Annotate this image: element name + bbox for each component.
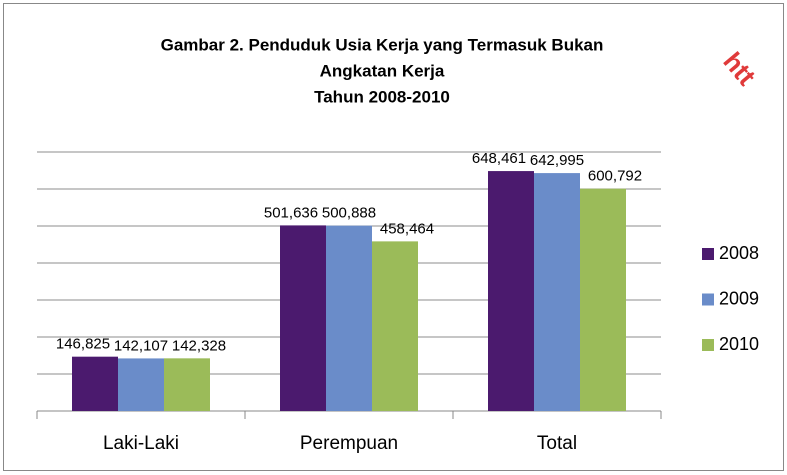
data-label: 500,888 xyxy=(322,205,376,222)
bar xyxy=(488,171,534,411)
legend-label: 2008 xyxy=(719,243,759,263)
legend-label: 2009 xyxy=(719,288,759,308)
data-label: 501,636 xyxy=(264,204,318,221)
legend-label: 2010 xyxy=(719,334,759,354)
bar xyxy=(164,358,210,411)
data-label: 648,461 xyxy=(472,150,526,167)
bar xyxy=(280,225,326,411)
data-label: 600,792 xyxy=(588,168,642,185)
data-label: 142,328 xyxy=(172,337,226,354)
data-label: 146,825 xyxy=(56,336,110,353)
x-tick-label: Perempuan xyxy=(300,433,398,454)
data-label: 642,995 xyxy=(530,152,584,169)
data-label: 142,107 xyxy=(114,337,168,354)
legend-swatch xyxy=(702,339,714,351)
bar xyxy=(372,241,418,411)
chart-title: Angkatan Kerja xyxy=(320,61,445,80)
chart-title: Gambar 2. Penduduk Usia Kerja yang Terma… xyxy=(161,35,604,54)
data-label: 458,464 xyxy=(380,220,434,237)
bar xyxy=(118,358,164,411)
bar xyxy=(534,173,580,411)
x-tick-label: Total xyxy=(537,433,577,454)
bar xyxy=(326,225,372,411)
legend-swatch xyxy=(702,248,714,260)
chart-title: Tahun 2008-2010 xyxy=(314,87,450,106)
x-tick-label: Laki-Laki xyxy=(103,433,179,454)
bar xyxy=(580,188,626,411)
legend-swatch xyxy=(702,293,714,306)
bar xyxy=(72,356,118,411)
